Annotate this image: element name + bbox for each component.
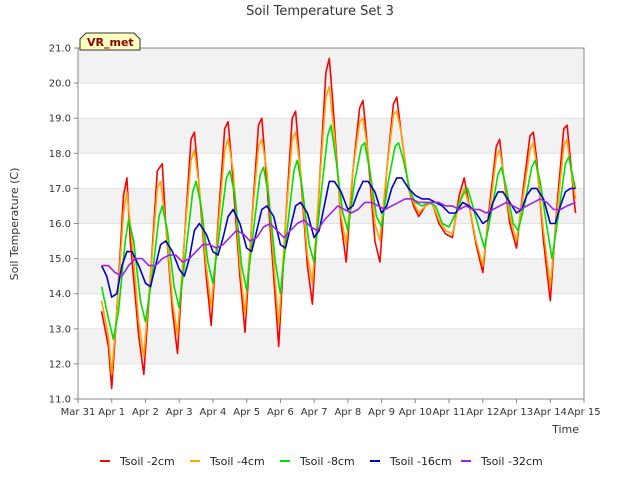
grid-band [78,258,584,294]
plot-border [77,47,585,400]
legend-label-tsoil-32cm: Tsoil -32cm [480,455,543,468]
x-axis-ticks: Mar 31 Apr 1 Apr 2 Apr 3 Apr 4 Apr 5 Apr 6 Apr … [61,399,601,418]
y-tick-label: 17.0 [49,184,71,195]
x-tick-label: Apr 4 [200,407,227,418]
legend-label-tsoil-2cm: Tsoil -2cm [119,455,175,468]
y-tick-label: 16.0 [49,219,71,230]
grid-band [78,118,584,154]
x-tick-label: Apr 2 [132,407,159,418]
x-tick-label: Apr 3 [166,407,193,418]
y-tick-label: 21.0 [49,44,71,55]
series-line-tsoil-8cm [100,124,577,341]
series-line-tsoil-4cm [100,85,577,376]
y-tick-label: 18.0 [49,149,71,160]
y-tick-label: 20.0 [49,79,71,90]
y-tick-label: 19.0 [49,114,71,125]
x-tick-label: Apr 6 [267,407,294,418]
y-tick-label: 12.0 [49,359,71,370]
x-tick-label: Apr 12 [466,407,499,418]
y-tick-label: 15.0 [49,254,71,265]
x-tick-label: Apr 13 [500,407,533,418]
x-tick-label: Apr 9 [368,407,395,418]
legend-label-tsoil-16cm: Tsoil -16cm [389,455,452,468]
grid-band [78,328,584,364]
y-tick-label: 13.0 [49,324,71,335]
vr-met-badge: VR_met [79,32,141,51]
y-tick-label: 14.0 [49,289,71,300]
chart-title: Soil Temperature Set 3 [246,4,394,19]
series-lines [100,57,577,390]
legend-label-tsoil-8cm: Tsoil -8cm [299,455,355,468]
x-axis-label: Time [551,423,579,436]
legend: Tsoil -2cm Tsoil -4cm Tsoil -8cm Tsoil -16c… [100,455,543,468]
y-axis-label: Soil Temperature (C) [8,168,21,281]
x-tick-label: Apr 14 [534,407,567,418]
x-tick-label: Apr 1 [98,407,125,418]
y-tick-label: 11.0 [49,395,71,406]
series-line-tsoil-32cm [101,198,576,277]
x-tick-label: Apr 15 [567,407,600,418]
badge-label: VR_met [87,36,134,49]
x-tick-label: Apr 7 [301,407,328,418]
x-tick-label: Apr 8 [334,407,361,418]
series-line-tsoil-16cm [100,177,576,299]
x-tick-label: Apr 5 [233,407,260,418]
x-tick-label: Apr 11 [432,407,465,418]
x-tick-label: Mar 31 [61,407,96,418]
legend-label-tsoil-4cm: Tsoil -4cm [209,455,265,468]
x-tick-label: Apr 10 [399,407,432,418]
